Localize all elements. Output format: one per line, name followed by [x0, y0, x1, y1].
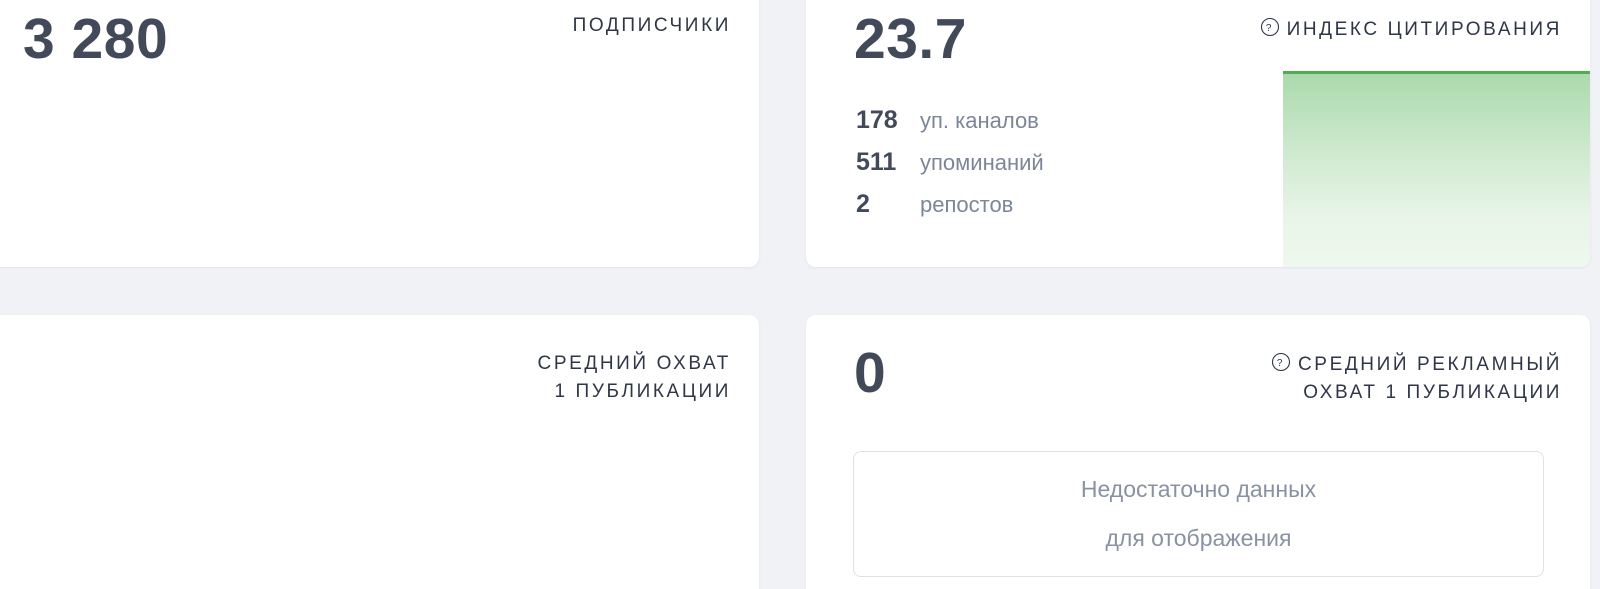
- svg-text:?: ?: [1277, 358, 1285, 369]
- svg-text:?: ?: [1266, 23, 1274, 34]
